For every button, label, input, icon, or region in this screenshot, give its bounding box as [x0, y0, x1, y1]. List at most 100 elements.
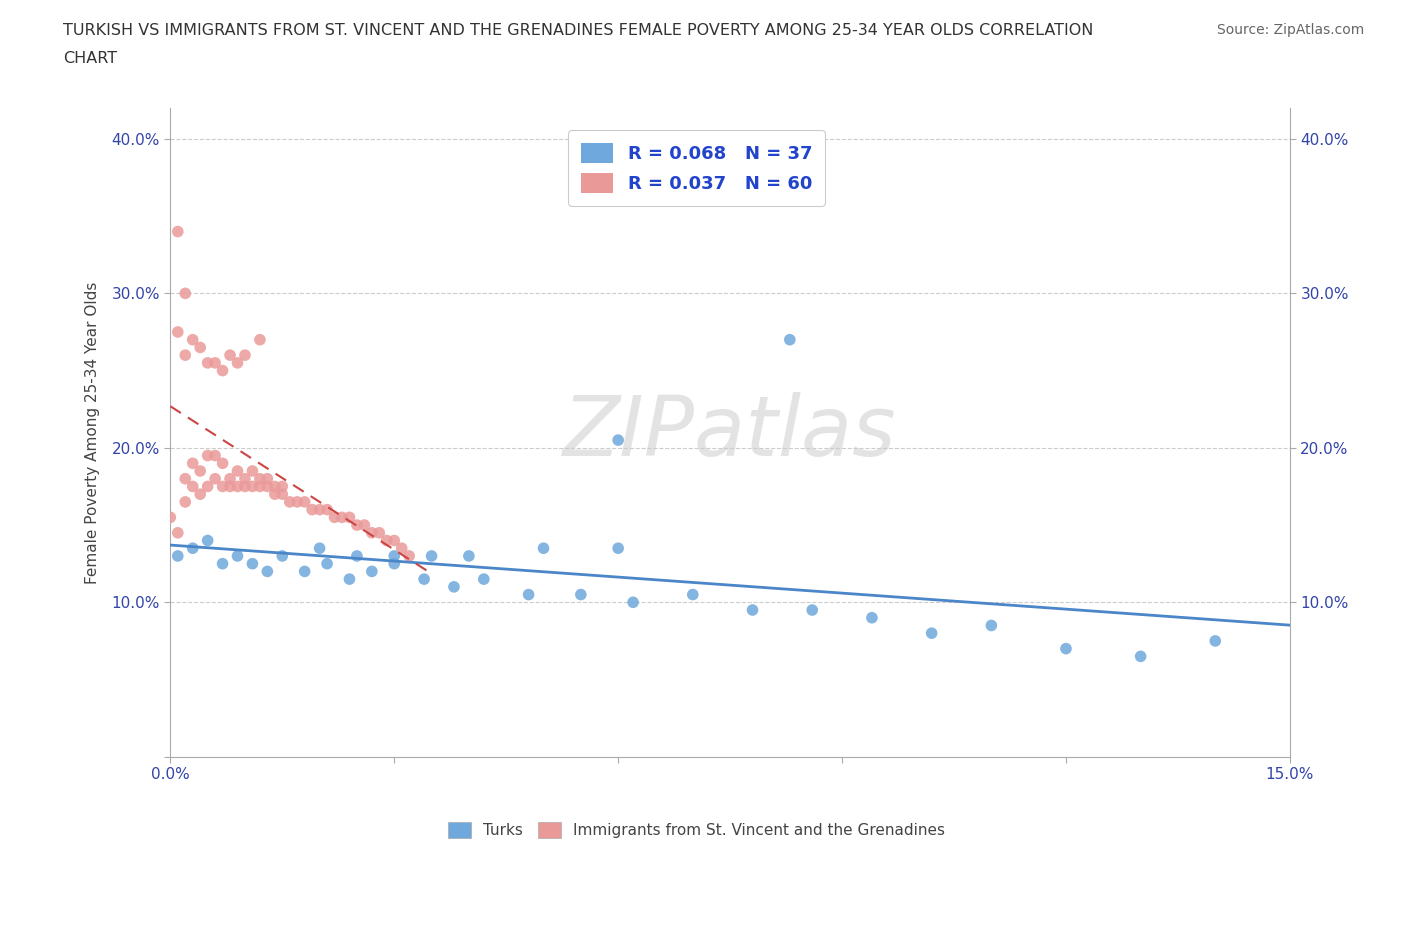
Point	[569, 587, 592, 602]
Point	[301, 502, 323, 517]
Point	[159, 510, 181, 525]
Point	[368, 525, 391, 540]
Point	[398, 549, 420, 564]
Point	[607, 540, 630, 555]
Point	[242, 556, 264, 571]
Point	[204, 355, 226, 370]
Point	[181, 332, 204, 347]
Point	[457, 549, 479, 564]
Point	[621, 595, 644, 610]
Point	[779, 332, 801, 347]
Point	[860, 610, 883, 625]
Point	[413, 572, 436, 587]
Point	[211, 556, 233, 571]
Point	[323, 510, 346, 525]
Point	[382, 556, 405, 571]
Point	[166, 224, 188, 239]
Point	[1204, 633, 1226, 648]
Point	[174, 286, 197, 300]
Point	[980, 618, 1002, 633]
Point	[211, 456, 233, 471]
Legend: Turks, Immigrants from St. Vincent and the Grenadines: Turks, Immigrants from St. Vincent and t…	[441, 817, 952, 844]
Point	[242, 479, 264, 494]
Point	[197, 448, 219, 463]
Point	[353, 518, 375, 533]
Point	[219, 472, 242, 486]
Text: Source: ZipAtlas.com: Source: ZipAtlas.com	[1216, 23, 1364, 37]
Point	[443, 579, 465, 594]
Point	[233, 479, 256, 494]
Point	[263, 486, 285, 501]
Point	[346, 549, 368, 564]
Point	[1129, 649, 1152, 664]
Point	[382, 533, 405, 548]
Point	[188, 486, 211, 501]
Point	[233, 348, 256, 363]
Point	[339, 510, 361, 525]
Point	[226, 463, 249, 478]
Point	[330, 510, 353, 525]
Point	[316, 502, 339, 517]
Text: CHART: CHART	[63, 51, 117, 66]
Point	[346, 518, 368, 533]
Point	[271, 486, 294, 501]
Point	[188, 340, 211, 355]
Point	[249, 479, 271, 494]
Point	[607, 432, 630, 447]
Y-axis label: Female Poverty Among 25-34 Year Olds: Female Poverty Among 25-34 Year Olds	[86, 281, 100, 583]
Text: TURKISH VS IMMIGRANTS FROM ST. VINCENT AND THE GRENADINES FEMALE POVERTY AMONG 2: TURKISH VS IMMIGRANTS FROM ST. VINCENT A…	[63, 23, 1094, 38]
Point	[219, 479, 242, 494]
Point	[294, 495, 316, 510]
Point	[233, 472, 256, 486]
Point	[211, 363, 233, 378]
Point	[197, 533, 219, 548]
Point	[285, 495, 308, 510]
Point	[278, 495, 301, 510]
Point	[181, 479, 204, 494]
Point	[174, 472, 197, 486]
Point	[174, 495, 197, 510]
Point	[308, 540, 330, 555]
Point	[801, 603, 824, 618]
Point	[517, 587, 540, 602]
Point	[256, 472, 278, 486]
Point	[382, 549, 405, 564]
Point	[316, 556, 339, 571]
Point	[682, 587, 704, 602]
Point	[1054, 641, 1077, 656]
Point	[308, 502, 330, 517]
Point	[249, 472, 271, 486]
Point	[375, 533, 398, 548]
Point	[741, 603, 763, 618]
Point	[197, 355, 219, 370]
Point	[166, 325, 188, 339]
Point	[181, 456, 204, 471]
Point	[256, 564, 278, 578]
Point	[294, 564, 316, 578]
Point	[197, 479, 219, 494]
Point	[921, 626, 943, 641]
Point	[472, 572, 495, 587]
Point	[256, 479, 278, 494]
Point	[271, 549, 294, 564]
Text: ZIPatlas: ZIPatlas	[564, 392, 897, 472]
Point	[249, 332, 271, 347]
Point	[360, 525, 382, 540]
Point	[263, 479, 285, 494]
Point	[339, 572, 361, 587]
Point	[204, 448, 226, 463]
Point	[242, 463, 264, 478]
Point	[391, 540, 413, 555]
Point	[219, 348, 242, 363]
Point	[181, 540, 204, 555]
Point	[533, 540, 555, 555]
Point	[226, 549, 249, 564]
Point	[188, 463, 211, 478]
Point	[226, 355, 249, 370]
Point	[174, 348, 197, 363]
Point	[166, 549, 188, 564]
Point	[360, 564, 382, 578]
Point	[211, 479, 233, 494]
Point	[166, 525, 188, 540]
Point	[420, 549, 443, 564]
